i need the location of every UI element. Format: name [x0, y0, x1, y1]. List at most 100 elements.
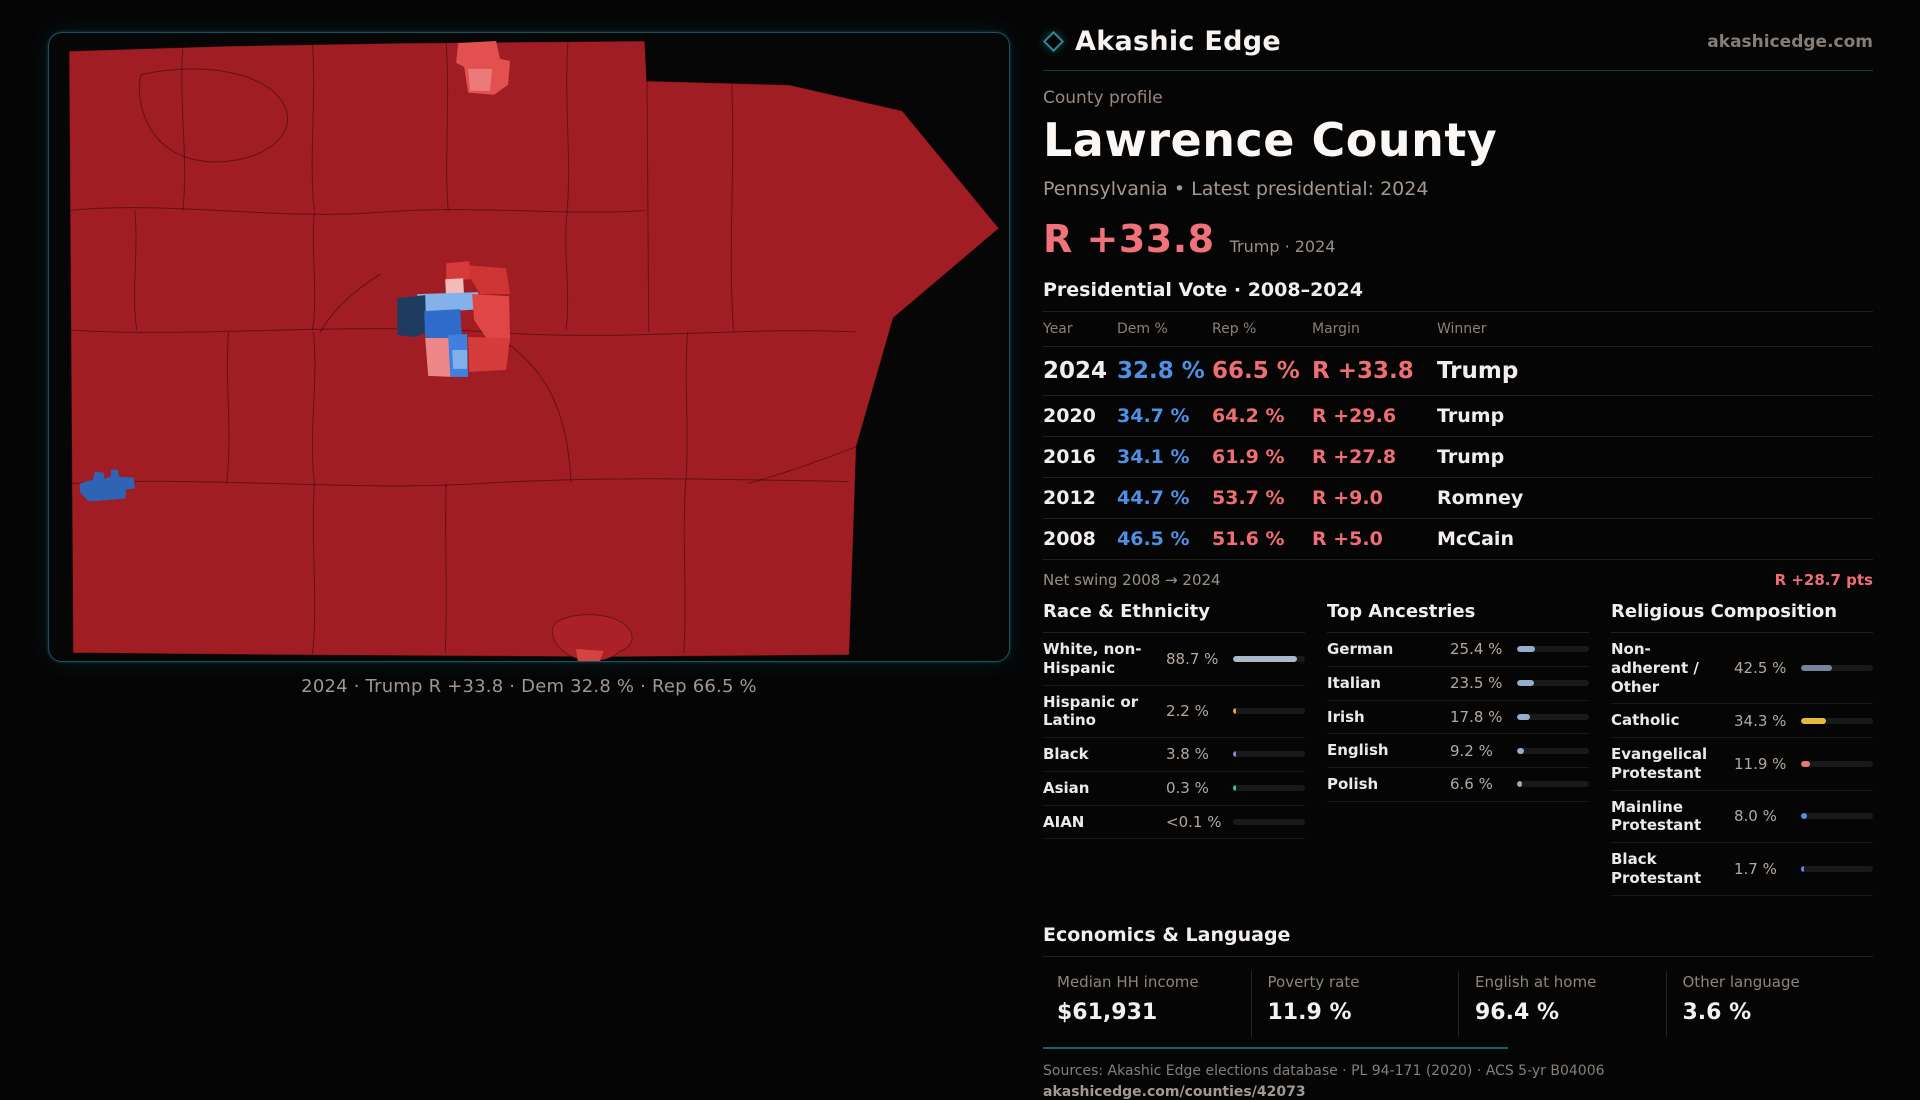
margin-note: Trump · 2024	[1229, 237, 1336, 256]
demo-section-title: Top Ancestries	[1327, 601, 1589, 633]
demo-bar-fill	[1233, 708, 1236, 715]
county-shape	[68, 40, 1000, 658]
vote-row: 2008 46.5 % 51.6 % R +5.0 McCain	[1043, 519, 1873, 560]
vote-table-body: 2024 32.8 % 66.5 % R +33.8 Trump 2020 34.7 % 64…	[1043, 347, 1873, 560]
demo-bar-fill	[1801, 813, 1807, 820]
religious-composition-section: Religious Composition Non-adherent / Othe…	[1611, 601, 1873, 896]
brand: Akashic Edge	[1042, 26, 1281, 57]
demographics-grid: Race & Ethnicity White, non-Hispanic 88.7 …	[1043, 601, 1873, 896]
demo-label: Non-adherent / Other	[1611, 640, 1699, 696]
vote-winner: McCain	[1437, 528, 1514, 550]
precinct-map-panel	[48, 32, 1010, 662]
demo-bar-fill	[1233, 751, 1236, 758]
demo-bar-fill	[1233, 785, 1236, 792]
township-boundaries	[68, 41, 857, 654]
county-profile-panel: Akashic Edge akashicedge.com County prof…	[1042, 26, 1874, 1100]
demo-bar-fill	[1517, 713, 1530, 720]
vote-col-header: Margin	[1312, 321, 1360, 337]
vote-winner: Trump	[1437, 405, 1505, 427]
presidential-vote-table: Year Dem % Rep % Margin Winner 2024 32.8 % 66.…	[1043, 311, 1873, 595]
demo-value: 3.8 %	[1166, 745, 1209, 764]
vote-year: 2024	[1043, 358, 1108, 384]
demo-value: 17.8 %	[1450, 707, 1503, 726]
vote-margin: R +9.0	[1312, 487, 1383, 509]
demo-row: Italian 23.5 %	[1327, 667, 1589, 701]
demo-bar-fill	[1517, 680, 1534, 687]
precinct-features	[79, 40, 633, 661]
demo-bar-fill	[1517, 781, 1522, 788]
vote-row: 2024 32.8 % 66.5 % R +33.8 Trump	[1043, 347, 1873, 396]
demo-row: Black 3.8 %	[1043, 738, 1305, 772]
demo-bar	[1233, 818, 1305, 825]
vote-winner: Trump	[1437, 446, 1505, 468]
demo-bar	[1517, 713, 1589, 720]
vote-year: 2008	[1043, 528, 1096, 550]
demo-row: AIAN <0.1 %	[1043, 806, 1305, 840]
econ-stat: Other language 3.6 %	[1665, 970, 1874, 1037]
header-divider	[1043, 70, 1873, 71]
demo-value: 88.7 %	[1166, 649, 1219, 668]
demo-row: Hispanic or Latino 2.2 %	[1043, 686, 1305, 738]
vote-year: 2012	[1043, 487, 1096, 509]
race-ethnicity-section: Race & Ethnicity White, non-Hispanic 88.7 …	[1043, 601, 1305, 896]
brand-site-link[interactable]: akashicedge.com	[1707, 31, 1873, 52]
econ-stat: Median HH income $61,931	[1043, 971, 1251, 1037]
demo-label: Mainline Protestant	[1611, 797, 1702, 835]
demo-value: 42.5 %	[1734, 659, 1787, 678]
econ-stat-value: $61,931	[1057, 999, 1158, 1025]
econ-stat-value: 11.9 %	[1267, 999, 1352, 1025]
demo-value: 0.3 %	[1166, 779, 1209, 798]
econ-stat: Poverty rate 11.9 %	[1250, 970, 1459, 1037]
eyebrow: County profile	[1043, 88, 1163, 108]
permalink[interactable]: akashicedge.com/counties/42073	[1043, 1083, 1306, 1100]
top-ancestries-section: Top Ancestries German 25.4 % Italian 23.5 % I…	[1327, 601, 1589, 896]
vote-dem-pct: 32.8 %	[1117, 358, 1205, 384]
margin-headline: R +33.8 Trump · 2024	[1043, 217, 1873, 261]
demo-label: Hispanic or Latino	[1043, 692, 1139, 730]
demo-bar	[1233, 751, 1305, 758]
demo-label: Black Protestant	[1611, 850, 1702, 887]
demo-bar-fill	[1801, 865, 1804, 872]
demo-row: Mainline Protestant 8.0 %	[1611, 791, 1873, 843]
demo-row: Asian 0.3 %	[1043, 772, 1305, 806]
demo-label: Irish	[1327, 707, 1365, 726]
vote-margin: R +29.6	[1312, 405, 1397, 427]
vote-dem-pct: 44.7 %	[1117, 487, 1190, 509]
demo-bar	[1801, 665, 1873, 672]
header: Akashic Edge akashicedge.com	[1042, 26, 1873, 57]
demo-value: 6.6 %	[1450, 775, 1493, 794]
vote-row: 2016 34.1 % 61.9 % R +27.8 Trump	[1043, 437, 1873, 478]
vote-table-header: Year Dem % Rep % Margin Winner	[1043, 311, 1873, 347]
demo-row: Evangelical Protestant 11.9 %	[1611, 738, 1873, 791]
vote-margin: R +27.8	[1312, 446, 1397, 468]
demo-bar	[1517, 781, 1589, 788]
demo-label: Catholic	[1611, 711, 1680, 730]
vote-rep-pct: 64.2 %	[1212, 405, 1285, 427]
county-map-svg	[68, 40, 1000, 661]
vote-winner: Trump	[1437, 358, 1519, 384]
demo-row: Black Protestant 1.7 %	[1611, 843, 1873, 896]
demo-value: 8.0 %	[1734, 807, 1777, 826]
vote-row: 2012 44.7 % 53.7 % R +9.0 Romney	[1043, 478, 1873, 519]
demo-row: English 9.2 %	[1327, 734, 1589, 768]
demo-bar	[1801, 813, 1873, 820]
demo-value: 1.7 %	[1734, 859, 1777, 878]
page-title: Lawrence County	[1043, 113, 1498, 167]
econ-stat-label: Other language	[1682, 972, 1800, 991]
demo-label: Black	[1043, 745, 1089, 763]
demo-bar	[1233, 655, 1305, 662]
vote-dem-pct: 34.7 %	[1117, 405, 1190, 427]
vote-rep-pct: 53.7 %	[1212, 487, 1285, 509]
vote-winner: Romney	[1437, 487, 1524, 509]
demo-label: English	[1327, 741, 1389, 760]
demo-label: Italian	[1327, 673, 1381, 692]
economics-stats: Median HH income $61,931 Poverty rate 11.9 …	[1043, 970, 1874, 1037]
demo-row: Irish 17.8 %	[1327, 701, 1589, 735]
sources-line: Sources: Akashic Edge elections database…	[1043, 1062, 1605, 1079]
demo-row: White, non-Hispanic 88.7 %	[1043, 633, 1305, 686]
demo-bar	[1233, 708, 1305, 715]
vote-rep-pct: 51.6 %	[1212, 528, 1285, 550]
econ-stat-value: 3.6 %	[1682, 999, 1752, 1025]
demo-label: Asian	[1043, 778, 1090, 797]
demo-value: 34.3 %	[1734, 711, 1787, 730]
